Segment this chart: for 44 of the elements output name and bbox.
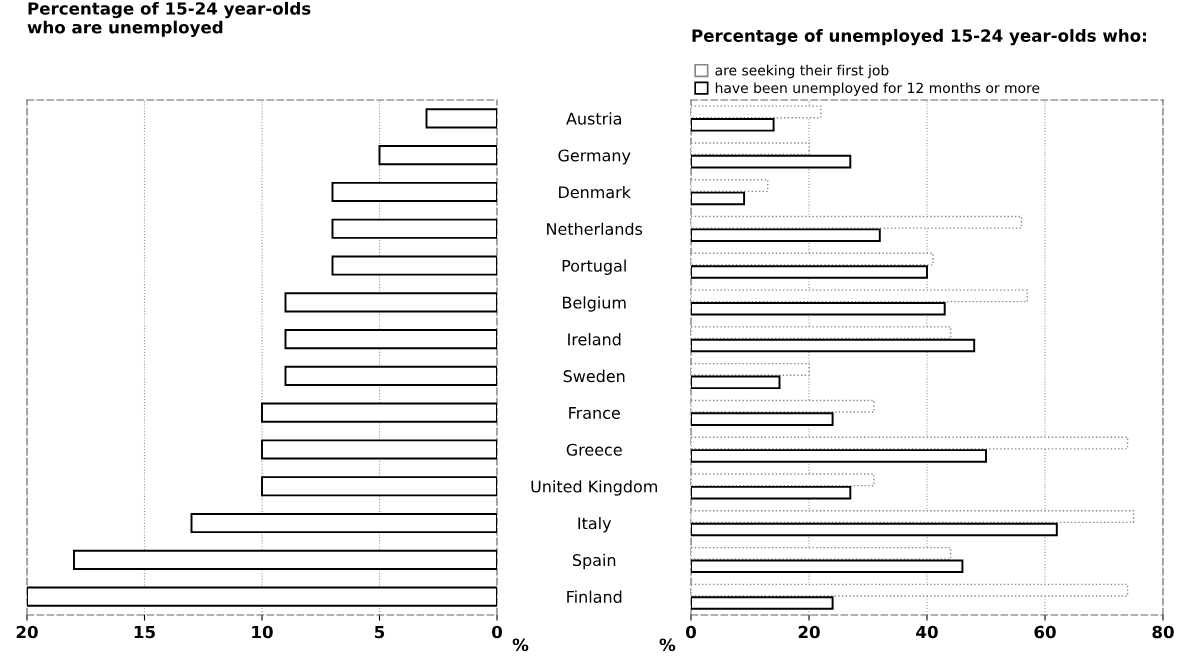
y-tick-label: United Kingdom: [531, 480, 657, 496]
y-tick-label: Greece: [566, 443, 622, 456]
bar: [378, 145, 497, 166]
bar: [27, 586, 497, 607]
x-tick-label: 40: [916, 625, 938, 639]
y-tick-label: Belgium: [563, 296, 626, 312]
y-tick-label: France: [569, 407, 620, 419]
x-tick-label: 80: [1152, 625, 1174, 639]
bar: [284, 292, 497, 313]
x-tick-label: 0: [492, 625, 502, 639]
x-tick-label: 15: [134, 625, 155, 639]
y-tick-label: Ireland: [568, 333, 621, 346]
x-tick-label: 20: [16, 625, 38, 639]
x-tick-label: 0: [686, 625, 696, 639]
x-axis-title: %: [659, 638, 676, 652]
y-tick-label: Spain: [572, 553, 616, 570]
y-tick-label: Portugal: [562, 259, 626, 275]
y-tick-label: Italy: [578, 516, 612, 533]
x-tick-label: 20: [798, 625, 820, 639]
bar: [331, 218, 497, 239]
chart-title: Percentage of 15-24 year-olds who are unemployed: [27, 1, 311, 37]
bar: [331, 255, 497, 276]
legend-label: are seeking their first job: [715, 64, 889, 79]
x-tick-label: 5: [374, 625, 385, 639]
x-tick-label: 60: [1034, 625, 1056, 639]
legend-label: have been unemployed for 12 months or more: [715, 82, 1040, 96]
y-tick-label: Austria: [566, 112, 621, 125]
bar: [425, 108, 497, 129]
y-tick-label: Netherlands: [547, 222, 643, 236]
y-tick-label: Sweden: [563, 369, 625, 383]
y-tick-label: Finland: [567, 590, 622, 603]
bar: [261, 476, 497, 497]
y-tick-label: Denmark: [559, 185, 631, 199]
x-axis-title: %: [512, 638, 529, 652]
bar: [261, 439, 497, 460]
chart-title: Percentage of unemployed 15-24 year-olds who:: [692, 29, 1146, 46]
x-tick-label: 10: [252, 625, 273, 639]
bar: [261, 402, 497, 423]
bar: [73, 549, 497, 570]
bar: [284, 329, 497, 350]
y-tick-label: Germany: [558, 149, 631, 165]
bar: [331, 181, 497, 203]
bar: [284, 365, 497, 386]
bar: [190, 512, 497, 534]
